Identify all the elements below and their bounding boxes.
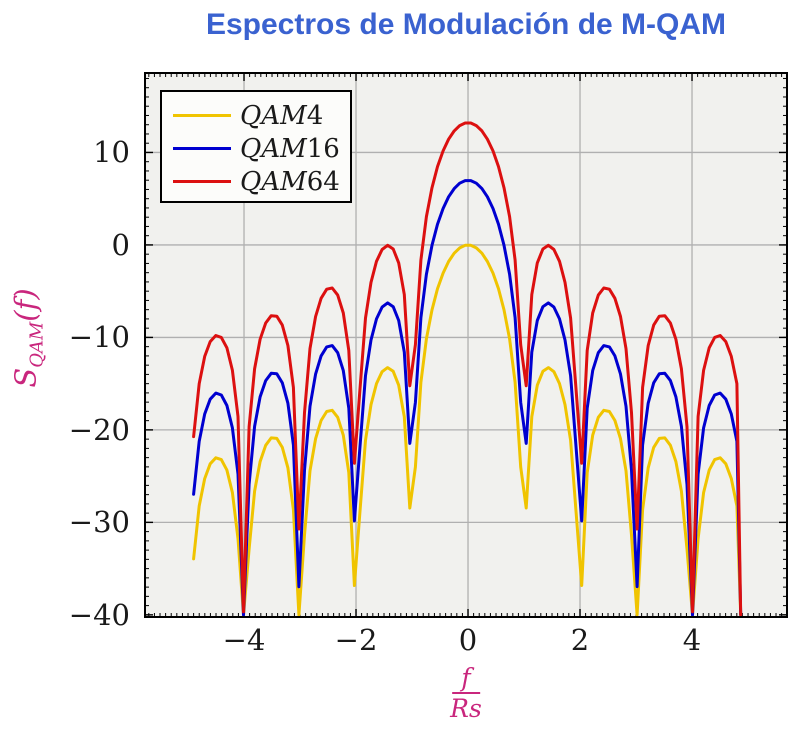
legend-label-letters: QAM: [240, 166, 307, 197]
y-tick-label: 10: [93, 135, 130, 170]
legend-label-letters: QAM: [240, 133, 307, 164]
y-tick-label: −40: [68, 597, 130, 632]
chart-title: Espectros de Modulación de M-QAM: [205, 8, 727, 41]
qam16-line-swatch: [173, 147, 231, 150]
legend-item-qam64: QAM64: [162, 165, 350, 198]
x-tick-label: 4: [682, 623, 702, 657]
fraction-bar: [452, 692, 480, 694]
y-tick-label: 0: [111, 227, 130, 262]
qam4-line-swatch: [173, 114, 231, 117]
y-tick-label: −10: [68, 320, 130, 355]
y-tick-label: −20: [68, 412, 130, 447]
legend-box: QAM4 QAM16 QAM64: [160, 90, 352, 203]
x-tick-label: −2: [334, 623, 378, 657]
legend-item-qam4: QAM4: [162, 99, 350, 132]
qam64-line-swatch: [173, 180, 231, 183]
x-axis-label: f Rs: [450, 664, 482, 722]
legend-label-digits: 16: [306, 133, 340, 164]
legend-label-digits: 4: [306, 100, 324, 131]
y-axis-label: SQAM(f): [9, 288, 48, 387]
legend-item-qam16: QAM16: [162, 132, 350, 165]
plot-canvas: [144, 72, 788, 618]
legend-label-letters: QAM: [240, 100, 307, 131]
x-tick-label: 0: [458, 623, 478, 657]
x-tick-label: 2: [570, 623, 590, 657]
ylabel-base: S: [8, 367, 43, 388]
y-tick-label: −30: [68, 505, 130, 540]
xlabel-denominator: Rs: [450, 694, 482, 723]
ylabel-arg: (f): [8, 288, 43, 322]
legend-label-digits: 64: [306, 166, 340, 197]
ylabel-subscript: QAM: [26, 321, 48, 368]
x-tick-label: −4: [222, 623, 266, 657]
xlabel-numerator: f: [461, 663, 471, 692]
